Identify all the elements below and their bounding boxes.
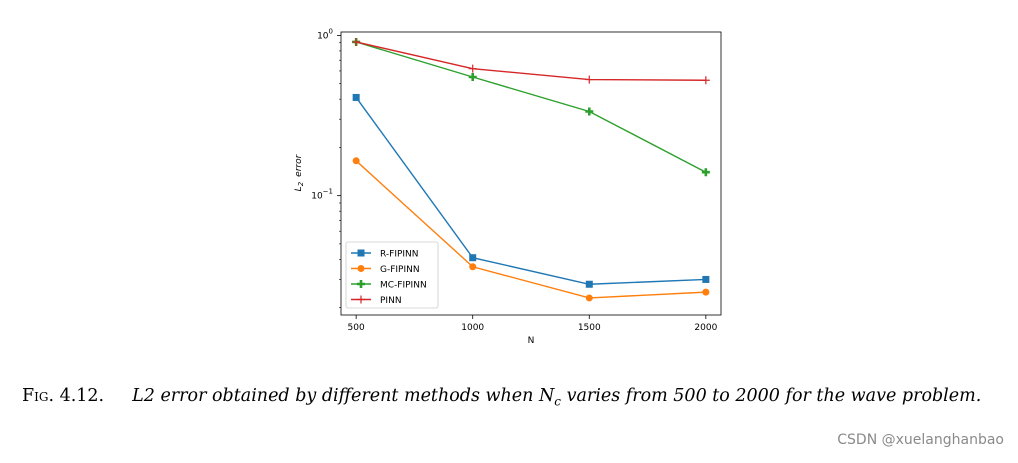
legend-label: G-FIPINN — [380, 265, 420, 275]
series-line-r-fipinn — [355, 97, 706, 285]
data-point-g-fipinn — [469, 263, 477, 271]
caption-text: L2 error obtained by different methods w… — [132, 386, 982, 409]
data-point-r-fipinn — [352, 93, 360, 101]
data-point-g-fipinn — [585, 294, 593, 302]
x-tick-label: 500 — [348, 323, 365, 333]
series-pinn — [352, 37, 710, 85]
series-line-pinn — [355, 41, 706, 81]
x-tick-label: 1000 — [461, 323, 484, 333]
data-point-pinn — [468, 64, 477, 73]
tick-labels: 500 1000 1500 2000 100 10−1 — [311, 27, 717, 333]
legend-label: PINN — [380, 296, 402, 306]
series-r-fipinn — [352, 93, 710, 288]
data-point-mc-fipinn — [701, 168, 710, 177]
series-group — [352, 37, 710, 302]
data-point-pinn — [352, 37, 361, 46]
series-g-fipinn — [352, 157, 710, 302]
legend-marker — [357, 295, 365, 304]
tick-marks — [337, 34, 707, 319]
x-tick-label: 1500 — [578, 323, 601, 333]
data-point-pinn — [585, 75, 594, 84]
data-point-r-fipinn — [702, 275, 710, 283]
data-point-r-fipinn — [469, 254, 477, 262]
legend-marker — [357, 280, 365, 288]
data-point-r-fipinn — [585, 280, 593, 288]
data-point-mc-fipinn — [585, 107, 594, 116]
legend-box — [345, 241, 439, 309]
legend-item-r-fipinn: R-FIPINN — [351, 249, 419, 260]
line-chart: 500 1000 1500 2000 100 10−1 N L2error R-FIPIN… — [294, 27, 722, 346]
data-point-g-fipinn — [352, 157, 360, 165]
data-point-pinn — [701, 76, 710, 85]
legend-label: MC-FIPINN — [380, 281, 427, 291]
legend-item-pinn: PINN — [351, 295, 402, 306]
legend-item-mc-fipinn: MC-FIPINN — [351, 280, 427, 291]
y-tick-label: 100 — [317, 27, 333, 41]
legend-marker — [357, 265, 365, 272]
watermark: CSDN @xuelanghanbao — [837, 432, 1004, 448]
x-axis-label: N — [528, 336, 535, 346]
legend-items: R-FIPINN G-FIPINN MC-FIPINN PINN — [351, 249, 427, 306]
y-axis-label: L2error — [294, 153, 305, 191]
legend-marker — [357, 249, 365, 257]
legend: R-FIPINN G-FIPINN MC-FIPINN PINN — [345, 241, 439, 309]
figure-label: Fig. 4.12. — [22, 386, 105, 406]
series-line-g-fipinn — [355, 160, 706, 299]
legend-label: R-FIPINN — [380, 250, 419, 260]
x-tick-label: 2000 — [694, 323, 717, 333]
y-tick-label: 10−1 — [311, 188, 333, 202]
data-point-mc-fipinn — [468, 73, 477, 82]
data-point-g-fipinn — [702, 288, 710, 296]
figure-caption: Fig. 4.12. L2 error obtained by different… — [22, 383, 1012, 415]
series-line-mc-fipinn — [355, 41, 707, 173]
legend-item-g-fipinn: G-FIPINN — [351, 265, 420, 275]
